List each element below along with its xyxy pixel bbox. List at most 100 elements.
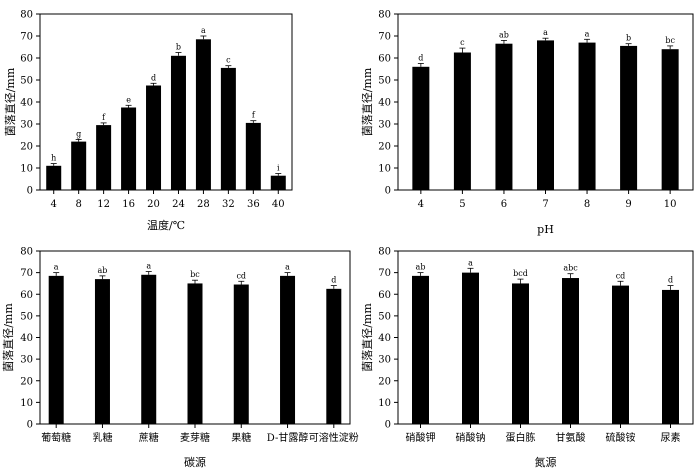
y-tick-label: 10 — [378, 398, 391, 409]
bar — [46, 165, 62, 190]
y-tick-label: 0 — [27, 186, 33, 197]
y-tick-label: 80 — [20, 247, 33, 258]
x-tick-label: 果糖 — [231, 431, 251, 444]
y-tick-label: 60 — [20, 54, 33, 65]
y-tick-label: 20 — [378, 376, 391, 387]
x-tick-label: 4 — [418, 199, 424, 210]
x-axis-label: 氮源 — [535, 455, 557, 469]
y-tick-label: 40 — [378, 98, 391, 109]
y-tick-label: 0 — [27, 420, 33, 431]
x-tick-label: D-甘露醇 — [267, 431, 309, 444]
y-tick-label: 20 — [20, 142, 33, 153]
y-tick-label: 0 — [385, 186, 391, 197]
y-tick-label: 20 — [20, 376, 33, 387]
bar — [326, 288, 342, 424]
bar — [220, 67, 236, 190]
y-tick-label: 60 — [378, 54, 391, 65]
bar — [270, 175, 286, 190]
significance-letter: f — [252, 111, 256, 120]
bar — [245, 122, 261, 190]
significance-letter: d — [418, 54, 423, 63]
y-tick-label: 30 — [378, 355, 391, 366]
y-tick-label: 10 — [378, 164, 391, 175]
y-tick-label: 50 — [20, 311, 33, 322]
x-tick-label: 尿素 — [661, 431, 681, 444]
bar — [662, 289, 679, 424]
plot-frame — [397, 250, 694, 425]
x-tick-label: 蔗糖 — [139, 431, 159, 444]
significance-letter: h — [51, 154, 56, 163]
significance-letter: b — [176, 43, 181, 52]
x-tick-label: 麦芽糖 — [180, 431, 210, 444]
x-tick-label: 硝酸钠 — [456, 431, 486, 444]
x-tick-label: 可溶性淀粉 — [309, 431, 359, 444]
y-axis-label: 菌落直径/mm — [360, 303, 374, 372]
x-tick-label: 葡萄糖 — [41, 431, 71, 444]
bar — [612, 285, 629, 424]
bar — [187, 283, 203, 424]
bar — [562, 278, 579, 424]
bar — [412, 275, 429, 424]
y-axis-label: 菌落直径/mm — [3, 67, 17, 136]
bar — [233, 284, 249, 424]
significance-letter: d — [668, 276, 673, 285]
x-tick-label: 10 — [664, 199, 677, 210]
significance-letter: f — [102, 113, 106, 122]
significance-letter: bcd — [513, 269, 528, 278]
bar — [537, 40, 554, 191]
significance-letter: a — [585, 29, 590, 38]
y-tick-label: 60 — [20, 290, 33, 301]
y-axis-label: 菌落直径/mm — [1, 303, 15, 372]
y-tick-label: 50 — [20, 76, 33, 87]
x-tick-label: 6 — [501, 199, 507, 210]
y-tick-label: 30 — [20, 355, 33, 366]
x-tick-label: 36 — [247, 199, 260, 210]
bar — [96, 125, 112, 190]
y-tick-label: 70 — [20, 268, 33, 279]
x-tick-label: 4 — [51, 199, 57, 210]
y-tick-label: 50 — [378, 311, 391, 322]
y-tick-label: 40 — [20, 333, 33, 344]
x-tick-label: 16 — [122, 199, 135, 210]
x-tick-label: 12 — [97, 199, 110, 210]
y-tick-label: 70 — [378, 268, 391, 279]
y-tick-label: 80 — [20, 10, 33, 21]
x-tick-label: 32 — [222, 199, 235, 210]
bar — [121, 107, 137, 190]
y-tick-label: 10 — [20, 398, 33, 409]
significance-letter: g — [76, 129, 81, 138]
nitrogen-source-chart: 0 10 20 30 40 50 60 70 80 硝酸钾 ab 硝酸钠 a 蛋白胨 bcd 甘氨酸 abc 硫酸… — [360, 247, 694, 469]
significance-letter: ab — [416, 263, 426, 272]
significance-letter: a — [54, 263, 59, 272]
significance-letter: a — [285, 263, 290, 272]
y-tick-label: 40 — [378, 333, 391, 344]
y-tick-label: 30 — [378, 120, 391, 131]
significance-letter: a — [146, 262, 151, 271]
bar — [170, 55, 186, 190]
x-axis-label: 温度/℃ — [147, 218, 185, 232]
y-axis-label: 菌落直径/mm — [360, 67, 374, 136]
significance-letter: a — [468, 258, 473, 267]
x-tick-label: 20 — [147, 199, 160, 210]
x-tick-label: 28 — [197, 199, 210, 210]
y-tick-label: 0 — [385, 420, 391, 431]
x-tick-label: 乳糖 — [92, 431, 112, 444]
x-tick-label: 5 — [459, 199, 465, 210]
x-tick-label: 硝酸钾 — [406, 431, 436, 444]
significance-letter: bc — [190, 270, 200, 279]
y-tick-label: 10 — [20, 164, 33, 175]
bar — [280, 275, 296, 424]
y-tick-label: 50 — [378, 76, 391, 87]
significance-letter: d — [151, 73, 156, 82]
bar — [195, 39, 211, 190]
bar — [141, 274, 157, 424]
ph-chart: 0 10 20 30 40 50 60 70 80 4 d 5 c 6 ab 7 a 8 a 9 b 10 bc pH 菌落直径… — [360, 10, 694, 236]
significance-letter: ab — [98, 266, 108, 275]
significance-letter: cd — [616, 271, 626, 280]
x-axis-label: 碳源 — [184, 455, 206, 469]
x-tick-label: 甘氨酸 — [556, 431, 586, 444]
y-tick-label: 80 — [378, 247, 391, 258]
bar — [578, 42, 596, 190]
y-tick-label: 40 — [20, 98, 33, 109]
